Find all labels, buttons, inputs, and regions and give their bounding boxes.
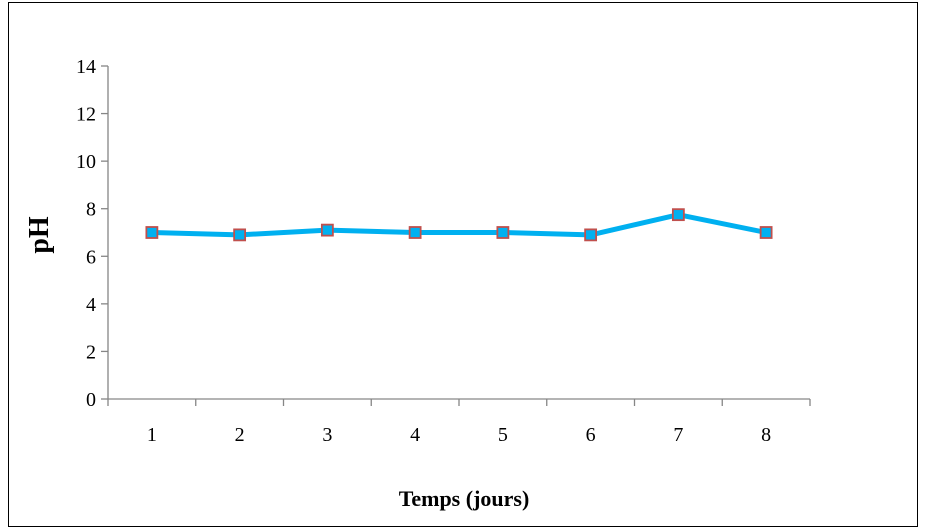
x-axis-title: Temps (jours) bbox=[399, 486, 530, 511]
x-tick-label: 2 bbox=[235, 424, 245, 446]
data-point-marker bbox=[671, 208, 685, 222]
y-tick-label: 6 bbox=[86, 246, 96, 268]
y-tick-label: 4 bbox=[86, 294, 96, 316]
data-point-marker bbox=[145, 226, 159, 239]
x-tick-label: 5 bbox=[498, 424, 508, 446]
y-axis-title: pH bbox=[24, 216, 55, 254]
x-tick-label: 4 bbox=[410, 424, 420, 446]
series-line bbox=[149, 212, 769, 238]
y-tick-label: 10 bbox=[76, 151, 96, 173]
y-tick-label: 14 bbox=[76, 56, 96, 78]
x-axis-ticks: 1 2 3 4 5 6 7 8 bbox=[107, 399, 811, 446]
x-tick-label: 3 bbox=[322, 424, 332, 446]
series bbox=[145, 208, 773, 242]
y-tick-label: 0 bbox=[86, 389, 96, 411]
data-point-marker bbox=[759, 226, 773, 239]
data-point-marker bbox=[584, 228, 598, 242]
y-tick-label: 12 bbox=[76, 104, 96, 126]
y-tick-label: 2 bbox=[86, 341, 96, 363]
y-tick-label: 8 bbox=[86, 199, 96, 221]
x-tick-label: 8 bbox=[761, 424, 771, 446]
data-point-marker bbox=[496, 226, 510, 239]
x-tick-label: 1 bbox=[147, 424, 157, 446]
x-tick-label: 6 bbox=[586, 424, 596, 446]
data-point-marker bbox=[320, 223, 334, 237]
y-axis-ticks: 0 2 4 6 8 10 12 14 bbox=[76, 56, 108, 411]
data-point-marker bbox=[233, 228, 247, 242]
x-tick-label: 7 bbox=[673, 424, 683, 446]
chart-frame bbox=[8, 2, 918, 527]
data-point-marker bbox=[408, 226, 422, 239]
